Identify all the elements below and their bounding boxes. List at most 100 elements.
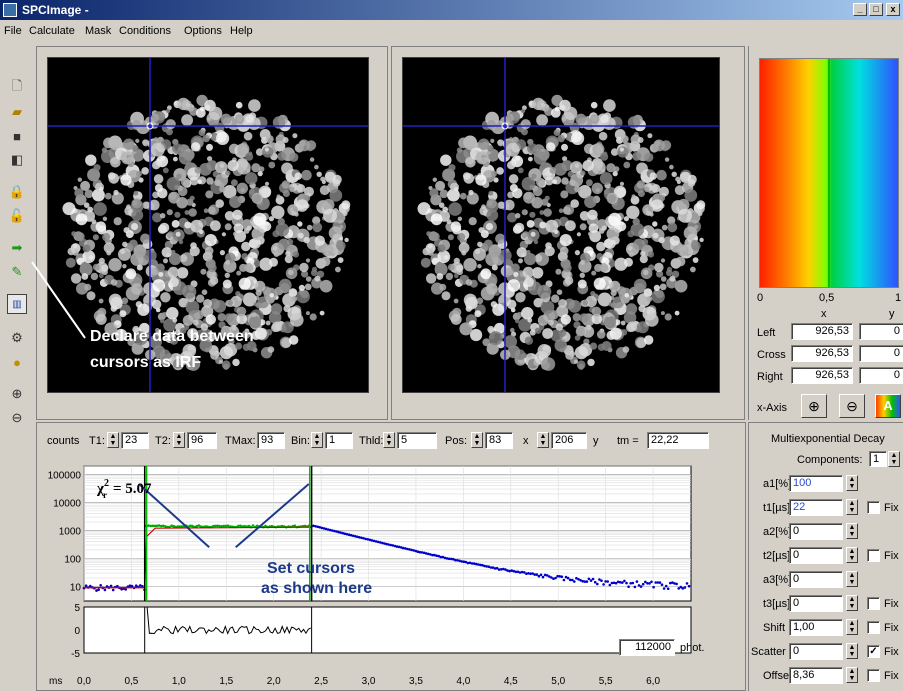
yellow-tool-icon[interactable]: ●	[13, 354, 21, 370]
cell-blob	[221, 232, 226, 237]
save-all-icon[interactable]: ◧	[10, 152, 24, 167]
cross-y-field[interactable]: 0	[859, 345, 903, 362]
cell-blob	[328, 226, 343, 240]
data-point	[397, 545, 401, 549]
cell-blob	[497, 139, 505, 147]
lifetime-image-canvas[interactable]	[403, 58, 720, 393]
param-spinner[interactable]: ▲ ▼	[846, 547, 858, 563]
maximize-button[interactable]: □	[869, 3, 883, 16]
thld-field[interactable]: 5	[397, 432, 437, 449]
menu-calculate[interactable]: Calculate	[29, 25, 75, 37]
cell-blob	[88, 212, 94, 218]
camera-icon[interactable]: ⚙	[11, 330, 23, 345]
save-icon[interactable]: ■	[13, 128, 21, 144]
crosshair-center[interactable]	[146, 122, 154, 130]
auto-scale-icon[interactable]: A	[875, 394, 901, 418]
unlock-icon[interactable]: 🔓	[8, 208, 26, 223]
decay-plot-area[interactable]	[83, 465, 692, 602]
param-field[interactable]: 0	[789, 643, 843, 660]
cell-blob	[611, 302, 618, 309]
data-point	[424, 552, 428, 555]
decay-plot[interactable]: 0,0 0,5 1,0 1,5 2,0 2,5 3,0 3,5 4,0 4,5 5,0 5,5 6,0 m…	[37, 453, 745, 691]
param-field[interactable]: 0	[789, 547, 843, 564]
cross-x-field[interactable]: 926,53	[791, 345, 853, 362]
left-y-field[interactable]: 0	[859, 323, 903, 340]
param-spinner[interactable]: ▲ ▼	[846, 667, 858, 683]
cell-blob	[432, 177, 437, 182]
param-spinner[interactable]: ▲ ▼	[846, 523, 858, 539]
intensity-image-canvas[interactable]	[48, 58, 369, 393]
param-field[interactable]: 100	[789, 475, 843, 492]
pos-y-field[interactable]: 206	[551, 432, 587, 449]
data-point	[328, 528, 332, 532]
t2-field[interactable]: 96	[187, 432, 217, 449]
tmax-field[interactable]: 93	[257, 432, 285, 449]
intensity-image[interactable]	[47, 57, 369, 393]
cell-blob	[230, 295, 242, 308]
close-button[interactable]: x	[886, 3, 900, 16]
thld-spinner[interactable]: ▲ ▼	[383, 432, 395, 448]
pos-y-spinner[interactable]: ▲ ▼	[537, 432, 549, 448]
right-y-field[interactable]: 0	[859, 367, 903, 384]
param-field[interactable]: 1,00	[789, 619, 843, 636]
t1-field[interactable]: 23	[121, 432, 149, 449]
left-x-field[interactable]: 926,53	[791, 323, 853, 340]
param-field[interactable]: 0	[789, 523, 843, 540]
minimize-button[interactable]: _	[853, 3, 867, 16]
fix-checkbox[interactable]: ✓	[867, 645, 880, 658]
menu-help[interactable]: Help	[230, 25, 253, 37]
menu-mask[interactable]: Mask	[85, 25, 112, 37]
lock-icon[interactable]: 🔒	[8, 184, 26, 199]
fix-checkbox[interactable]	[867, 621, 880, 634]
param-spinner[interactable]: ▲ ▼	[846, 499, 858, 515]
cell-blob	[539, 221, 547, 229]
param-field[interactable]: 8,36	[789, 667, 843, 684]
param-field[interactable]: 0	[789, 595, 843, 612]
zoom-out-icon[interactable]: ⊖	[11, 410, 23, 425]
cell-blob	[84, 189, 94, 199]
cell-blob	[166, 352, 172, 359]
data-point	[164, 525, 167, 528]
components-field[interactable]: 1	[869, 451, 887, 467]
cell-blob	[236, 306, 247, 317]
lifetime-image[interactable]	[402, 57, 720, 393]
fix-checkbox[interactable]	[867, 669, 880, 682]
param-label: t3[µs]	[763, 598, 791, 610]
param-spinner[interactable]: ▲ ▼	[846, 571, 858, 587]
fix-checkbox[interactable]	[867, 501, 880, 514]
components-spinner[interactable]: ▲ ▼	[888, 451, 900, 467]
bin-spinner[interactable]: ▲ ▼	[311, 432, 323, 448]
param-field[interactable]: 0	[789, 571, 843, 588]
cell-blob	[588, 223, 599, 233]
param-spinner[interactable]: ▲ ▼	[846, 643, 858, 659]
open-icon[interactable]: ▰	[12, 104, 22, 119]
cell-blob	[425, 273, 437, 284]
menu-file[interactable]: File	[4, 25, 22, 37]
param-spinner[interactable]: ▲ ▼	[846, 619, 858, 635]
param-field[interactable]: 22	[789, 499, 843, 516]
axis-expand-icon[interactable]: ⊕	[801, 394, 827, 418]
menu-conditions[interactable]: Conditions	[119, 25, 171, 37]
cell-blob	[669, 275, 676, 282]
pos-x-spinner[interactable]: ▲ ▼	[471, 432, 483, 448]
zoom-in-icon[interactable]: ⊕	[11, 386, 23, 401]
irf-icon[interactable]: ▥	[7, 294, 27, 314]
pos-x-field[interactable]: 83	[485, 432, 513, 449]
bin-field[interactable]: 1	[325, 432, 353, 449]
t2-spinner[interactable]: ▲ ▼	[173, 432, 185, 448]
cell-blob	[272, 246, 278, 251]
menu-options[interactable]: Options	[184, 25, 222, 37]
new-icon[interactable]: 🗋	[11, 78, 23, 93]
axis-shrink-icon[interactable]: ⊖	[839, 394, 865, 418]
param-spinner[interactable]: ▲ ▼	[846, 595, 858, 611]
data-point	[172, 524, 175, 528]
t1-spinner[interactable]: ▲ ▼	[107, 432, 119, 448]
crosshair-center[interactable]	[501, 122, 509, 130]
green-tool-icon[interactable]: ✎	[11, 264, 23, 279]
green-arrow-icon[interactable]: ➡	[11, 240, 23, 255]
fix-checkbox[interactable]	[867, 549, 880, 562]
param-spinner[interactable]: ▲ ▼	[846, 475, 858, 491]
fix-checkbox[interactable]	[867, 597, 880, 610]
right-x-field[interactable]: 926,53	[791, 367, 853, 384]
cell-blob	[514, 222, 525, 233]
